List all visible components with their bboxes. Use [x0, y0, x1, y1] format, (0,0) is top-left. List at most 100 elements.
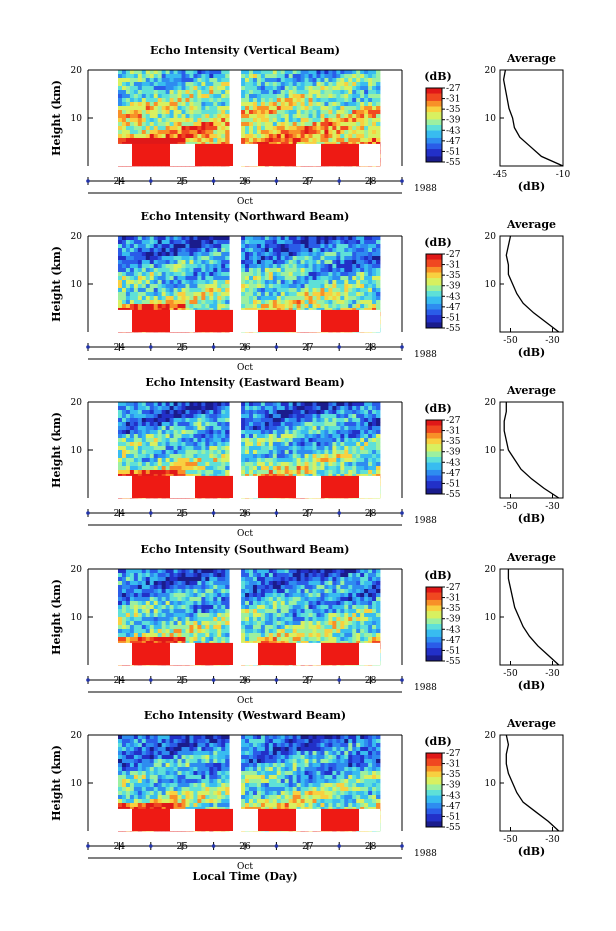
heatmap-cell: [264, 422, 270, 427]
heatmap-cell: [308, 454, 313, 459]
heatmap-cell: [221, 462, 226, 467]
heatmap-cell: [141, 470, 147, 475]
profile-x-tick-label: -30: [545, 336, 560, 346]
heatmap-cell: [264, 410, 270, 415]
heatmap-cell: [288, 122, 294, 127]
heatmap-cell: [256, 430, 262, 435]
heatmap-cell: [205, 466, 210, 471]
heatmap-cell: [352, 118, 357, 123]
heatmap-cell: [344, 446, 349, 451]
heatmap-cell: [372, 296, 377, 301]
heatmap-cell: [249, 414, 254, 419]
heatmap-cell: [264, 70, 270, 75]
heatmap-cell: [348, 74, 353, 79]
heatmap-cell: [145, 446, 151, 451]
heatmap-cell: [256, 418, 262, 423]
heatmap-cell: [256, 130, 262, 135]
heatmap-cell: [328, 450, 333, 455]
heatmap-cell: [129, 134, 135, 139]
heatmap-cell: [197, 122, 202, 127]
heatmap-cell: [201, 82, 206, 87]
heatmap-cell: [300, 569, 305, 574]
heatmap-cell: [344, 410, 349, 415]
heatmap-cell: [201, 74, 206, 79]
heatmap-cell: [189, 442, 194, 447]
heatmap-cell: [308, 422, 313, 427]
heatmap-cell: [241, 114, 246, 119]
heatmap-cell: [137, 418, 143, 423]
heatmap-cell: [296, 106, 302, 111]
heatmap-cell: [260, 240, 266, 245]
heatmap-cell: [157, 450, 163, 455]
heatmap-cell: [344, 268, 349, 273]
heatmap-cell: [205, 74, 210, 79]
heatmap-cell: [145, 78, 151, 83]
heatmap-cell: [118, 426, 123, 431]
heatmap-cell: [149, 126, 155, 131]
heatmap-cell: [209, 454, 214, 459]
heatmap-cell: [133, 114, 139, 119]
heatmap-cell: [153, 434, 159, 439]
heatmap-cell: [300, 414, 305, 419]
heatmap-cell: [185, 70, 190, 75]
heatmap-cell: [221, 82, 226, 87]
heatmap-cell: [241, 462, 246, 467]
heatmap-cell: [129, 236, 135, 241]
heatmap-cell: [121, 102, 127, 107]
heatmap-cell: [256, 300, 262, 305]
heatmap-cell: [245, 126, 250, 131]
heatmap-cell: [241, 248, 246, 253]
heatmap-cell: [157, 256, 163, 261]
heatmap-cell: [213, 434, 218, 439]
heatmap-cell: [221, 248, 226, 253]
heatmap-cell: [376, 458, 381, 463]
heatmap-cell: [372, 284, 377, 289]
heatmap-cell: [320, 304, 325, 309]
heatmap-cell: [149, 300, 155, 305]
heatmap-cell: [340, 446, 345, 451]
heatmap-cell: [125, 410, 131, 415]
heatmap-cell: [304, 94, 309, 99]
x-tick-label: 28: [365, 177, 377, 187]
heatmap-cell: [328, 569, 333, 574]
heatmap-cell: [316, 110, 321, 115]
heatmap-cell: [312, 300, 317, 305]
heatmap-cell: [133, 304, 139, 309]
heatmap-cell: [328, 454, 333, 459]
heatmap-cell: [209, 264, 214, 269]
heatmap-cell: [209, 90, 214, 95]
heatmap-cell: [364, 434, 369, 439]
heatmap-cell: [340, 118, 345, 123]
heatmap-cell: [308, 292, 313, 297]
heatmap-cell: [197, 426, 202, 431]
heatmap-cell: [189, 118, 194, 123]
heatmap-cell: [249, 284, 254, 289]
heatmap-cell: [260, 304, 266, 309]
heatmap-cell: [209, 569, 214, 574]
heatmap-cell: [324, 430, 329, 435]
heatmap-cell: [245, 244, 250, 249]
heatmap-cell: [189, 114, 194, 119]
heatmap-cell: [241, 422, 246, 427]
heatmap-cell: [288, 426, 294, 431]
heatmap-cell: [165, 110, 171, 115]
heatmap-cell: [372, 252, 377, 257]
heatmap-cell: [324, 268, 329, 273]
heatmap-cell: [217, 276, 222, 281]
heatmap-cell: [280, 236, 286, 241]
heatmap-cell: [217, 98, 222, 103]
heatmap-cell: [324, 102, 329, 107]
heatmap-cell: [169, 256, 174, 261]
heatmap-cell: [145, 569, 151, 574]
heatmap-cell: [276, 252, 282, 257]
heatmap-cell: [149, 450, 155, 455]
heatmap-cell: [348, 446, 353, 451]
colorbar-tick-label: -43: [446, 458, 461, 468]
heatmap-cell: [213, 256, 218, 261]
heatmap-cell: [264, 470, 270, 475]
colorbar-swatch: [426, 316, 442, 320]
heatmap-cell: [205, 236, 210, 241]
heatmap-cell: [181, 462, 186, 467]
heatmap-cell: [221, 414, 226, 419]
heatmap-cell: [372, 130, 377, 135]
